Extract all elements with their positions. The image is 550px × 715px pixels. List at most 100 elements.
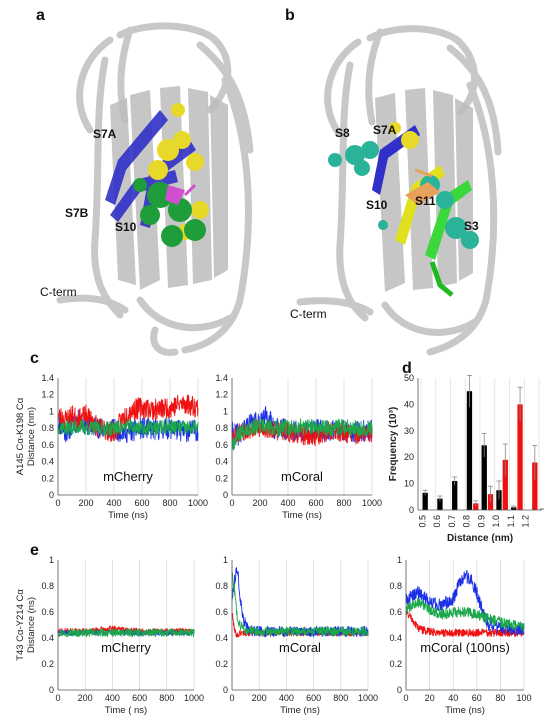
x-tick-label: 100 (516, 693, 531, 703)
series-line-2 (57, 418, 199, 437)
y-tick-label: 0.6 (389, 607, 402, 617)
x-axis-label: Time ( ns) (105, 705, 147, 715)
structure-b: S8 S7A S10 S11 S3 C-term (290, 25, 502, 356)
y-tick-label: 0.8 (215, 581, 228, 591)
x-tick-label: 60 (472, 693, 482, 703)
x-axis-label: Time (ns) (280, 705, 320, 715)
x-tick-label: 800 (333, 693, 348, 703)
series-line-2 (231, 572, 369, 637)
chart-title: mCoral (100ns) (420, 640, 510, 655)
series-line-1 (405, 569, 525, 636)
structure-a-label-s7a: S7A (93, 127, 117, 141)
ribbon-b (296, 25, 502, 356)
x-tick-label: 1000 (362, 498, 382, 508)
bar (502, 459, 508, 510)
x-tick-label: 0 (55, 693, 60, 703)
series-line-2 (231, 418, 373, 451)
y-tick-label: 0.4 (41, 633, 54, 643)
x-tick-label: 600 (132, 693, 147, 703)
ribbon-a (56, 22, 254, 357)
structure-b-label-s10: S10 (366, 198, 388, 212)
y-tick-label: 40 (404, 399, 414, 409)
panel-label-e: e (30, 542, 39, 559)
y-tick-label: 0.8 (215, 423, 228, 433)
y-tick-label: 0.2 (215, 659, 228, 669)
x-tick-label: 200 (252, 498, 267, 508)
y-tick-label: 0.8 (41, 581, 54, 591)
bar (452, 480, 458, 510)
x-axis-label: Time (ns) (445, 705, 485, 715)
y-tick-label: 0.2 (215, 473, 228, 483)
x-tick-label: 0.8 (462, 515, 472, 528)
x-tick-label: 1000 (358, 693, 378, 703)
panel-label-d: d (402, 360, 412, 377)
y-tick-label: 1 (49, 555, 54, 565)
y-axis-label-line1: A145 Cα-K198 Cα (15, 397, 26, 475)
x-tick-label: 1000 (184, 693, 204, 703)
y-axis-label-line1: T43 Cα-Y214 Cα (15, 589, 26, 661)
y-tick-label: 0.4 (389, 633, 402, 643)
bar (437, 498, 443, 510)
panel-label-b: b (285, 7, 295, 24)
series-line-2 (405, 597, 525, 633)
chart-title: mCoral (281, 469, 323, 484)
x-tick-label: 800 (336, 498, 351, 508)
structure-a-label-s10: S10 (115, 220, 137, 234)
bar (487, 494, 494, 510)
y-tick-label: 1 (49, 406, 54, 416)
x-tick-label: 600 (308, 498, 323, 508)
structure-b-label-s8: S8 (335, 126, 350, 140)
y-tick-label: 10 (404, 479, 414, 489)
y-tick-label: 50 (404, 373, 414, 383)
x-tick-label: 400 (280, 498, 295, 508)
bar (481, 445, 487, 510)
y-tick-label: 1.2 (215, 390, 228, 400)
x-tick-label: 80 (495, 693, 505, 703)
x-tick-label: 0.7 (447, 515, 457, 528)
y-tick-label: 1 (223, 406, 228, 416)
x-tick-label: 800 (159, 693, 174, 703)
bar (517, 404, 523, 510)
x-tick-label: 0 (229, 693, 234, 703)
x-tick-label: 400 (105, 693, 120, 703)
series-line-1 (231, 567, 369, 638)
series-line-0 (57, 409, 199, 443)
y-tick-label: 1 (397, 555, 402, 565)
y-tick-label: 0.6 (41, 440, 54, 450)
bar (496, 490, 502, 510)
y-tick-label: 0.6 (41, 607, 54, 617)
x-tick-label: 0 (403, 693, 408, 703)
y-tick-label: 0.4 (215, 457, 228, 467)
x-tick-label: 0 (55, 498, 60, 508)
x-tick-label: 40 (448, 693, 458, 703)
structure-b-label-s3: S3 (464, 219, 479, 233)
y-tick-label: 0.2 (389, 659, 402, 669)
x-axis-label: Distance (nm) (447, 533, 513, 544)
x-tick-label: 1.2 (521, 515, 531, 528)
y-tick-label: 0.6 (215, 607, 228, 617)
residue-spheres-b (328, 122, 479, 249)
x-tick-label: 600 (134, 498, 149, 508)
x-axis-label: Time (ns) (282, 510, 322, 521)
chart-title: mCherry (101, 640, 151, 655)
y-tick-label: 0 (409, 505, 414, 515)
y-axis-label: Frequency (10³) (388, 407, 399, 481)
bar (532, 462, 538, 510)
structure-a: S7A S7B S10 C-term (40, 22, 254, 357)
chart-e-mcoral-100ns: 0 20 40 60 80 100 0 0.2 0.4 0.6 0.8 1 Time (ns) mCora… (389, 555, 531, 715)
structure-a-cterm: C-term (40, 285, 77, 299)
y-tick-label: 0.8 (41, 423, 54, 433)
structure-a-label-s7b: S7B (65, 206, 89, 220)
y-tick-label: 0.6 (215, 440, 228, 450)
y-tick-label: 1 (223, 555, 228, 565)
y-tick-label: 0.4 (41, 457, 54, 467)
x-tick-label: 600 (306, 693, 321, 703)
chart-c-mcherry: 0 200 400 600 800 1000 0 0.2 0.4 0.6 0.8 1 1.2 1.4 Tim… (15, 373, 208, 521)
chart-title: mCherry (103, 469, 153, 484)
bar (473, 503, 479, 510)
y-tick-label: 20 (404, 452, 414, 462)
structure-b-label-s11: S11 (415, 194, 436, 208)
y-tick-label: 0 (49, 685, 54, 695)
chart-e-mcherry: 0 200 400 600 800 1000 0 0.2 0.4 0.6 0.8 1 Time ( ns… (15, 555, 204, 715)
x-tick-label: 0.6 (432, 515, 442, 528)
